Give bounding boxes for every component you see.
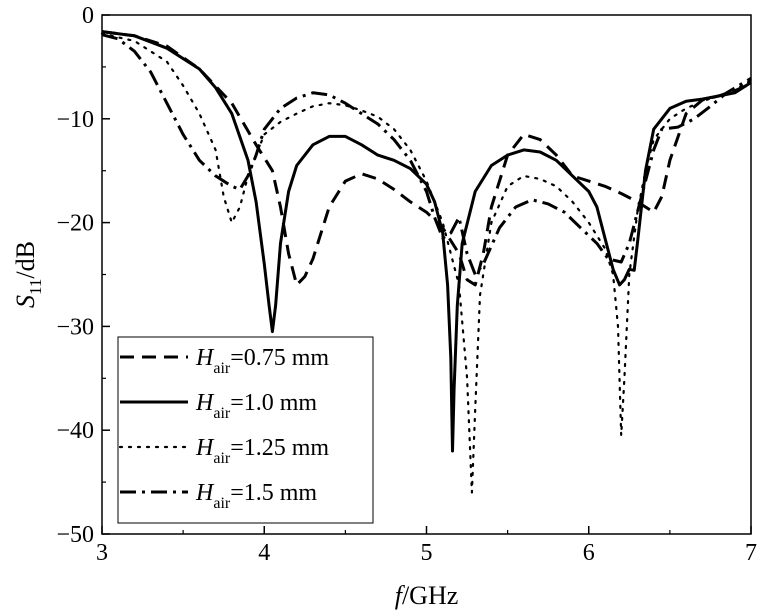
y-tick-label: −30 [56, 314, 94, 340]
plot-frame [101, 14, 752, 535]
y-tick-label: −20 [56, 211, 94, 237]
y-tick-label: −50 [56, 522, 94, 548]
series-lines [100, 30, 753, 494]
legend-label: Hair=0.75 mm [195, 345, 329, 377]
series-line-2 [101, 30, 752, 453]
x-tick-label: 6 [583, 540, 595, 566]
axis-titles: f/GHz S11/dB [11, 241, 458, 610]
y-tick-label: −40 [56, 418, 94, 444]
y-axis-title: S11/dB [11, 241, 45, 308]
legend-label: Hair=1.5 mm [195, 480, 317, 512]
series-line-1 [101, 30, 752, 287]
series-line-4 [101, 33, 752, 276]
axis-ticks: 3 4 5 6 7 0 −10 −20 −30 −40 −50 [56, 3, 757, 566]
y-tick-label: −10 [56, 107, 94, 133]
x-tick-label: 5 [421, 540, 433, 566]
x-tick-label: 4 [258, 540, 270, 566]
legend: Hair=0.75 mm Hair=1.0 mm Hair=1.25 mm Hair=… [117, 336, 374, 524]
y-tick-label: 0 [82, 3, 94, 29]
legend-label: Hair=1.0 mm [195, 390, 317, 422]
legend-label: Hair=1.25 mm [195, 435, 329, 467]
x-axis-title: f/GHz [395, 581, 459, 610]
series-line-3 [100, 32, 753, 494]
x-tick-label: 7 [745, 540, 757, 566]
x-tick-label: 3 [96, 540, 108, 566]
